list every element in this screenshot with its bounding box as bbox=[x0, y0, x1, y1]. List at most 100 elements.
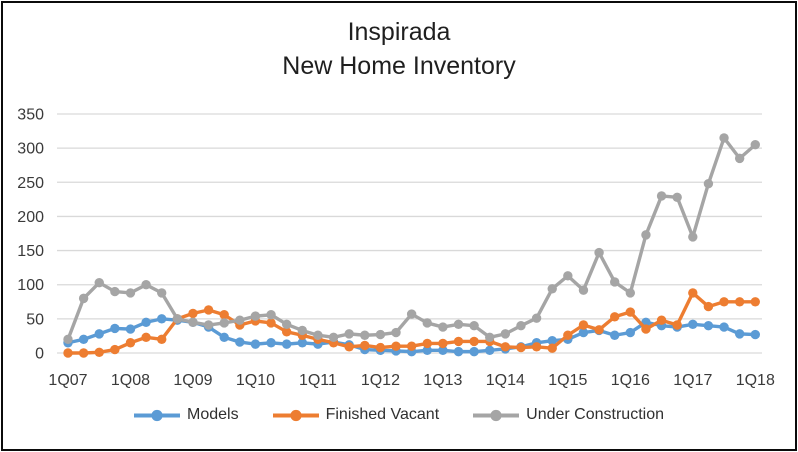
data-point-marker bbox=[110, 344, 120, 355]
data-point-marker bbox=[344, 329, 354, 339]
data-point-marker bbox=[110, 286, 120, 297]
data-point-marker bbox=[734, 297, 745, 307]
data-point-marker bbox=[438, 345, 448, 355]
data-point-marker bbox=[641, 230, 651, 240]
legend-marker-under-construction-icon bbox=[473, 409, 520, 421]
data-point-marker bbox=[734, 153, 745, 164]
data-point-marker bbox=[203, 320, 214, 330]
data-point-marker bbox=[672, 192, 682, 203]
data-point-marker bbox=[719, 297, 729, 307]
data-point-marker bbox=[219, 310, 229, 320]
data-point-marker bbox=[688, 288, 698, 298]
data-point-marker bbox=[563, 330, 573, 340]
data-point-marker bbox=[406, 341, 417, 351]
data-point-marker bbox=[625, 307, 636, 317]
data-point-marker bbox=[547, 336, 557, 346]
data-point-marker bbox=[360, 340, 370, 351]
data-point-marker bbox=[344, 342, 354, 352]
data-point-marker bbox=[360, 330, 370, 340]
data-point-marker bbox=[485, 332, 495, 342]
x-axis-label: 1Q08 bbox=[111, 372, 150, 389]
data-point-marker bbox=[485, 345, 495, 355]
data-point-marker bbox=[125, 288, 136, 298]
series-line bbox=[66, 136, 757, 342]
y-axis-label: 150 bbox=[17, 243, 44, 260]
legend: Models Finished Vacant Under Constructio… bbox=[0, 406, 798, 424]
data-point-marker bbox=[94, 329, 104, 339]
data-point-marker bbox=[281, 339, 292, 349]
data-point-marker bbox=[656, 191, 667, 201]
chart-title-line1: Inspirada bbox=[347, 18, 451, 46]
data-point-marker bbox=[516, 320, 526, 331]
data-point-marker bbox=[719, 133, 729, 143]
x-axis-label: 1Q11 bbox=[299, 372, 337, 389]
data-point-marker bbox=[750, 297, 760, 307]
data-point-marker bbox=[328, 332, 339, 342]
x-axis-label: 1Q07 bbox=[48, 372, 87, 389]
y-axis-label: 250 bbox=[17, 175, 44, 192]
data-point-marker bbox=[235, 337, 245, 347]
x-axis-label: 1Q12 bbox=[361, 372, 400, 389]
data-point-marker bbox=[469, 346, 479, 357]
data-point-marker bbox=[500, 329, 511, 339]
data-point-marker bbox=[94, 347, 104, 358]
data-point-marker bbox=[281, 327, 292, 337]
data-point-marker bbox=[250, 339, 261, 349]
data-point-marker bbox=[610, 312, 620, 322]
data-point-marker bbox=[188, 317, 198, 327]
x-axis-label: 1Q10 bbox=[236, 372, 275, 389]
legend-label-under-construction: Under Construction bbox=[526, 406, 664, 423]
data-point-marker bbox=[438, 338, 448, 349]
data-point-marker bbox=[594, 247, 604, 258]
data-point-marker bbox=[625, 327, 636, 338]
data-point-marker bbox=[78, 348, 89, 358]
y-axis-label: 300 bbox=[17, 141, 44, 158]
data-point-marker bbox=[157, 288, 167, 298]
x-axis-label: 1Q15 bbox=[548, 372, 587, 389]
data-point-marker bbox=[641, 324, 651, 334]
data-point-marker bbox=[266, 338, 276, 348]
data-point-marker bbox=[375, 342, 386, 353]
x-axis-label: 1Q16 bbox=[611, 372, 650, 389]
data-point-marker bbox=[78, 293, 89, 304]
data-point-marker bbox=[78, 334, 89, 345]
data-point-marker bbox=[438, 322, 448, 332]
data-point-marker bbox=[203, 305, 214, 315]
data-point-marker bbox=[110, 323, 120, 334]
chart-title-line2: New Home Inventory bbox=[282, 52, 516, 80]
data-point-marker bbox=[610, 330, 620, 340]
y-axis-label: 200 bbox=[17, 209, 44, 226]
data-point-marker bbox=[594, 325, 604, 335]
data-point-marker bbox=[406, 309, 417, 319]
data-point-marker bbox=[703, 178, 714, 189]
data-point-marker bbox=[563, 271, 573, 281]
series-under-construction bbox=[63, 133, 760, 345]
data-point-marker bbox=[63, 334, 73, 345]
data-point-marker bbox=[578, 327, 589, 338]
data-point-marker bbox=[578, 320, 589, 330]
legend-item-under-construction: Under Construction bbox=[473, 406, 664, 424]
data-point-marker bbox=[157, 314, 167, 324]
data-point-marker bbox=[313, 330, 323, 340]
data-point-marker bbox=[703, 301, 714, 312]
data-point-marker bbox=[578, 285, 589, 295]
data-point-marker bbox=[531, 313, 542, 323]
x-axis-label: 1Q14 bbox=[486, 372, 525, 389]
data-point-marker bbox=[391, 327, 401, 338]
data-point-marker bbox=[469, 320, 479, 331]
data-point-marker bbox=[500, 342, 511, 352]
data-point-marker bbox=[235, 315, 245, 325]
legend-item-models: Models bbox=[134, 406, 239, 424]
data-point-marker bbox=[422, 318, 432, 328]
data-point-marker bbox=[672, 320, 682, 330]
data-point-marker bbox=[453, 346, 464, 357]
data-point-marker bbox=[531, 342, 542, 352]
data-point-marker bbox=[750, 140, 760, 150]
data-point-marker bbox=[625, 288, 636, 298]
data-point-marker bbox=[250, 311, 261, 321]
data-point-marker bbox=[453, 336, 464, 347]
data-point-marker bbox=[656, 315, 667, 325]
data-point-marker bbox=[469, 336, 479, 347]
legend-marker-models-icon bbox=[134, 409, 181, 421]
